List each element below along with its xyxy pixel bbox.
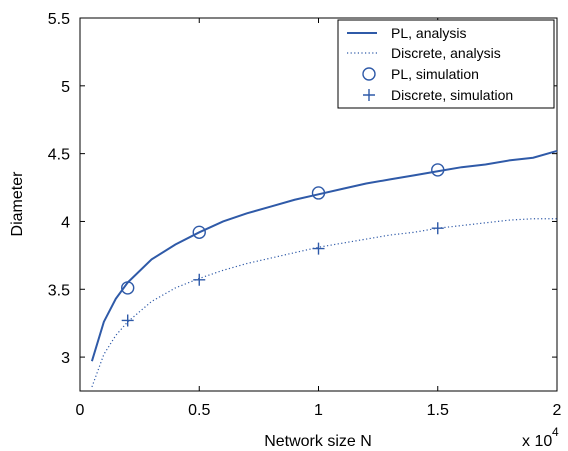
legend-swatch-discrete-simulation bbox=[363, 89, 375, 101]
pl-simulation-point bbox=[192, 225, 206, 240]
legend-swatch-pl-simulation bbox=[362, 67, 376, 81]
x-tick-label: 0 bbox=[76, 402, 85, 419]
pl-simulation-point bbox=[120, 281, 135, 295]
y-tick-label: 4 bbox=[61, 214, 70, 231]
x-axis-multiplier-exponent: 4 bbox=[552, 425, 559, 439]
x-tick-label: 2 bbox=[553, 402, 562, 419]
discrete-simulation-point bbox=[431, 222, 444, 235]
x-axis-multiplier-base: x 10 bbox=[522, 433, 552, 450]
pl-simulation-point bbox=[311, 186, 326, 200]
y-tick-label: 5 bbox=[61, 79, 70, 96]
x-tick-label: 1 bbox=[314, 402, 323, 419]
legend-box bbox=[337, 19, 555, 109]
discrete-simulation-point bbox=[193, 273, 206, 286]
discrete-simulation-point bbox=[312, 242, 325, 255]
legend-label-pl-analysis: PL, analysis bbox=[391, 25, 466, 41]
plot-markers bbox=[120, 163, 445, 327]
legend-label-pl-simulation: PL, simulation bbox=[391, 66, 479, 82]
x-axis-label: Network size N bbox=[264, 433, 372, 450]
x-tick-label: 1.5 bbox=[427, 402, 449, 419]
y-tick-label: 3.5 bbox=[48, 282, 70, 299]
x-axis-multiplier: x 10 4 bbox=[522, 425, 559, 450]
y-axis-ticks: 3 3.5 4 4.5 5 5.5 bbox=[48, 11, 557, 367]
series-line-pl-analysis bbox=[90, 149, 558, 362]
legend-label-discrete-analysis: Discrete, analysis bbox=[391, 45, 501, 61]
y-axis-label: Diameter bbox=[9, 171, 26, 237]
discrete-simulation-point bbox=[121, 314, 134, 327]
y-tick-label: 3 bbox=[61, 350, 70, 367]
legend: PL, analysis Discrete, analysis PL, simu… bbox=[337, 19, 555, 109]
x-axis-ticks: 0 0.5 1 1.5 2 bbox=[76, 18, 562, 419]
y-tick-label: 5.5 bbox=[48, 11, 70, 28]
series-line-discrete-analysis bbox=[91, 218, 557, 388]
x-tick-label: 0.5 bbox=[188, 402, 210, 419]
y-tick-label: 4.5 bbox=[48, 147, 70, 164]
pl-simulation-point bbox=[431, 163, 445, 177]
legend-label-discrete-simulation: Discrete, simulation bbox=[391, 87, 513, 103]
plot-lines bbox=[90, 149, 558, 388]
